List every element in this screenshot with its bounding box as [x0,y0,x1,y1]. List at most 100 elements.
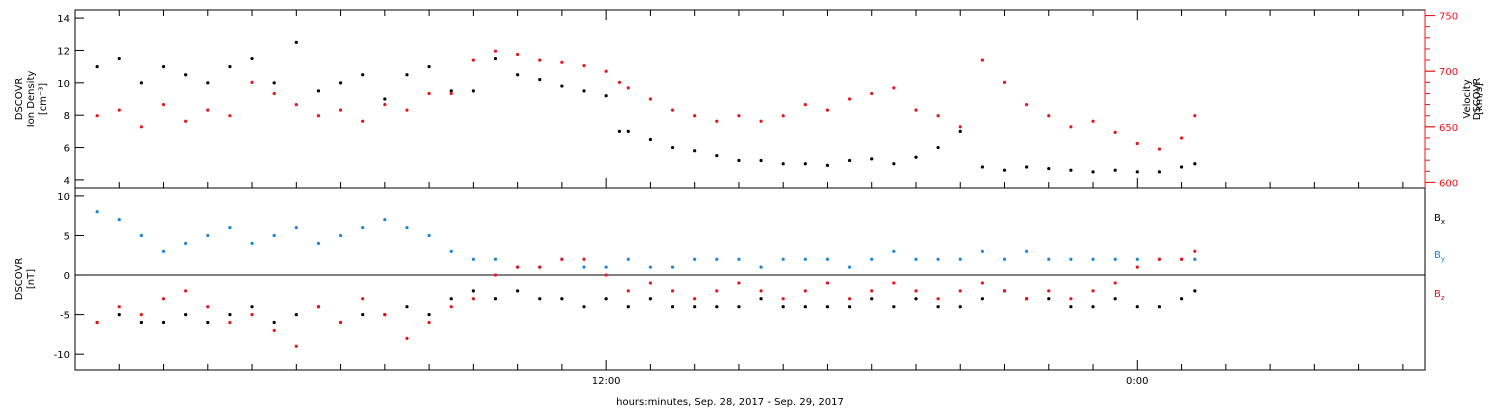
by-point [95,210,99,214]
bz-point [184,289,188,293]
velocity-point [516,52,520,57]
by-point [493,257,498,261]
density-point [1179,165,1184,169]
bx-point [1113,297,1117,301]
density-point [1193,162,1197,166]
by-point [139,233,143,238]
velocity-point [648,97,653,101]
velocity-point [1113,130,1117,134]
legend: Bx By Bz [1434,213,1445,302]
bz-point [1002,289,1007,293]
bx-point [958,305,962,309]
density-point [1047,166,1051,171]
bx-point [980,297,984,301]
velocity-point [870,91,874,96]
bz-point [272,328,276,333]
density-point [693,149,697,153]
velocity-point [95,114,99,118]
bz-point [1047,289,1051,293]
density-point [715,154,719,158]
bz-point [803,289,807,293]
by-point [914,257,918,261]
velocity-point [670,108,675,112]
velocity-point [405,108,409,112]
bz-point [914,289,918,293]
velocity-point [980,58,984,62]
velocity-point [892,86,896,90]
velocity-point [958,125,962,129]
velocity-point [1002,80,1007,84]
bz-point [538,265,542,269]
bz-point [316,305,321,309]
density-point [958,129,962,133]
by-point [870,257,874,261]
top-series [95,40,1197,174]
by-point [471,257,475,261]
by-point [250,241,254,245]
velocity-point [715,119,719,123]
density-point [914,155,918,159]
bottom-series [95,210,1197,348]
velocity-point [560,60,564,64]
x-axis-label: hours:minutes, Sep. 28, 2017 - Sep. 29, … [616,397,844,408]
top-right-tick-label: 700 [1439,67,1458,78]
by-point [184,241,188,245]
bx-point [759,297,763,301]
velocity-point [427,91,431,96]
by-point [936,257,940,261]
by-point [759,265,763,269]
density-point [538,77,542,82]
bx-point [715,305,719,309]
bz-point [936,297,940,301]
by-point [1091,257,1095,261]
top-ylabel-line-2: Ion Density [26,71,37,128]
bz-point [781,297,785,301]
density-point [338,81,343,85]
bx-point [516,289,520,293]
density-point [471,89,475,93]
by-point [161,249,166,253]
by-point [294,225,298,230]
bx-point [1193,289,1197,293]
bottom-left-tick-label: 10 [57,192,70,203]
density-point [117,56,121,61]
x-tick-label: 12:00 [592,376,621,387]
bx-point [737,305,741,309]
bx-point [582,305,586,309]
top-left-tick-label: 8 [64,111,70,122]
bz-point [405,336,409,340]
bottom-panel-frame [74,187,1426,371]
density-point [604,94,608,98]
bz-point [670,289,675,293]
bx-point [870,297,874,301]
bx-point [892,305,896,309]
velocity-point [693,114,697,118]
bz-point [715,289,719,293]
top-right-tick-label: 750 [1439,12,1458,23]
bz-point [1157,257,1162,261]
by-point [1193,257,1197,261]
bz-point [516,265,520,269]
bottom-left-tick-label: 5 [64,231,70,242]
bx-point [825,305,830,309]
bx-point [449,297,453,301]
bz-point [471,297,475,301]
by-point [604,265,608,269]
bz-point [117,305,121,309]
density-point [361,73,365,77]
top-left-tick-label: 10 [57,79,70,90]
bz-point [361,297,365,301]
bottom-left-tick-label: 0 [64,271,70,282]
density-point [781,162,785,166]
bz-point [139,313,143,317]
bz-point [383,313,387,317]
bottom-left-axis: -10 -5 0 5 10 [54,192,84,361]
bz-point [560,257,564,261]
by-point [626,257,630,261]
by-point [693,257,697,261]
bx-point [781,305,785,309]
bz-point [228,320,232,325]
top-right-ylabel-line-2: Velocity [1462,79,1473,118]
velocity-point [338,108,343,112]
